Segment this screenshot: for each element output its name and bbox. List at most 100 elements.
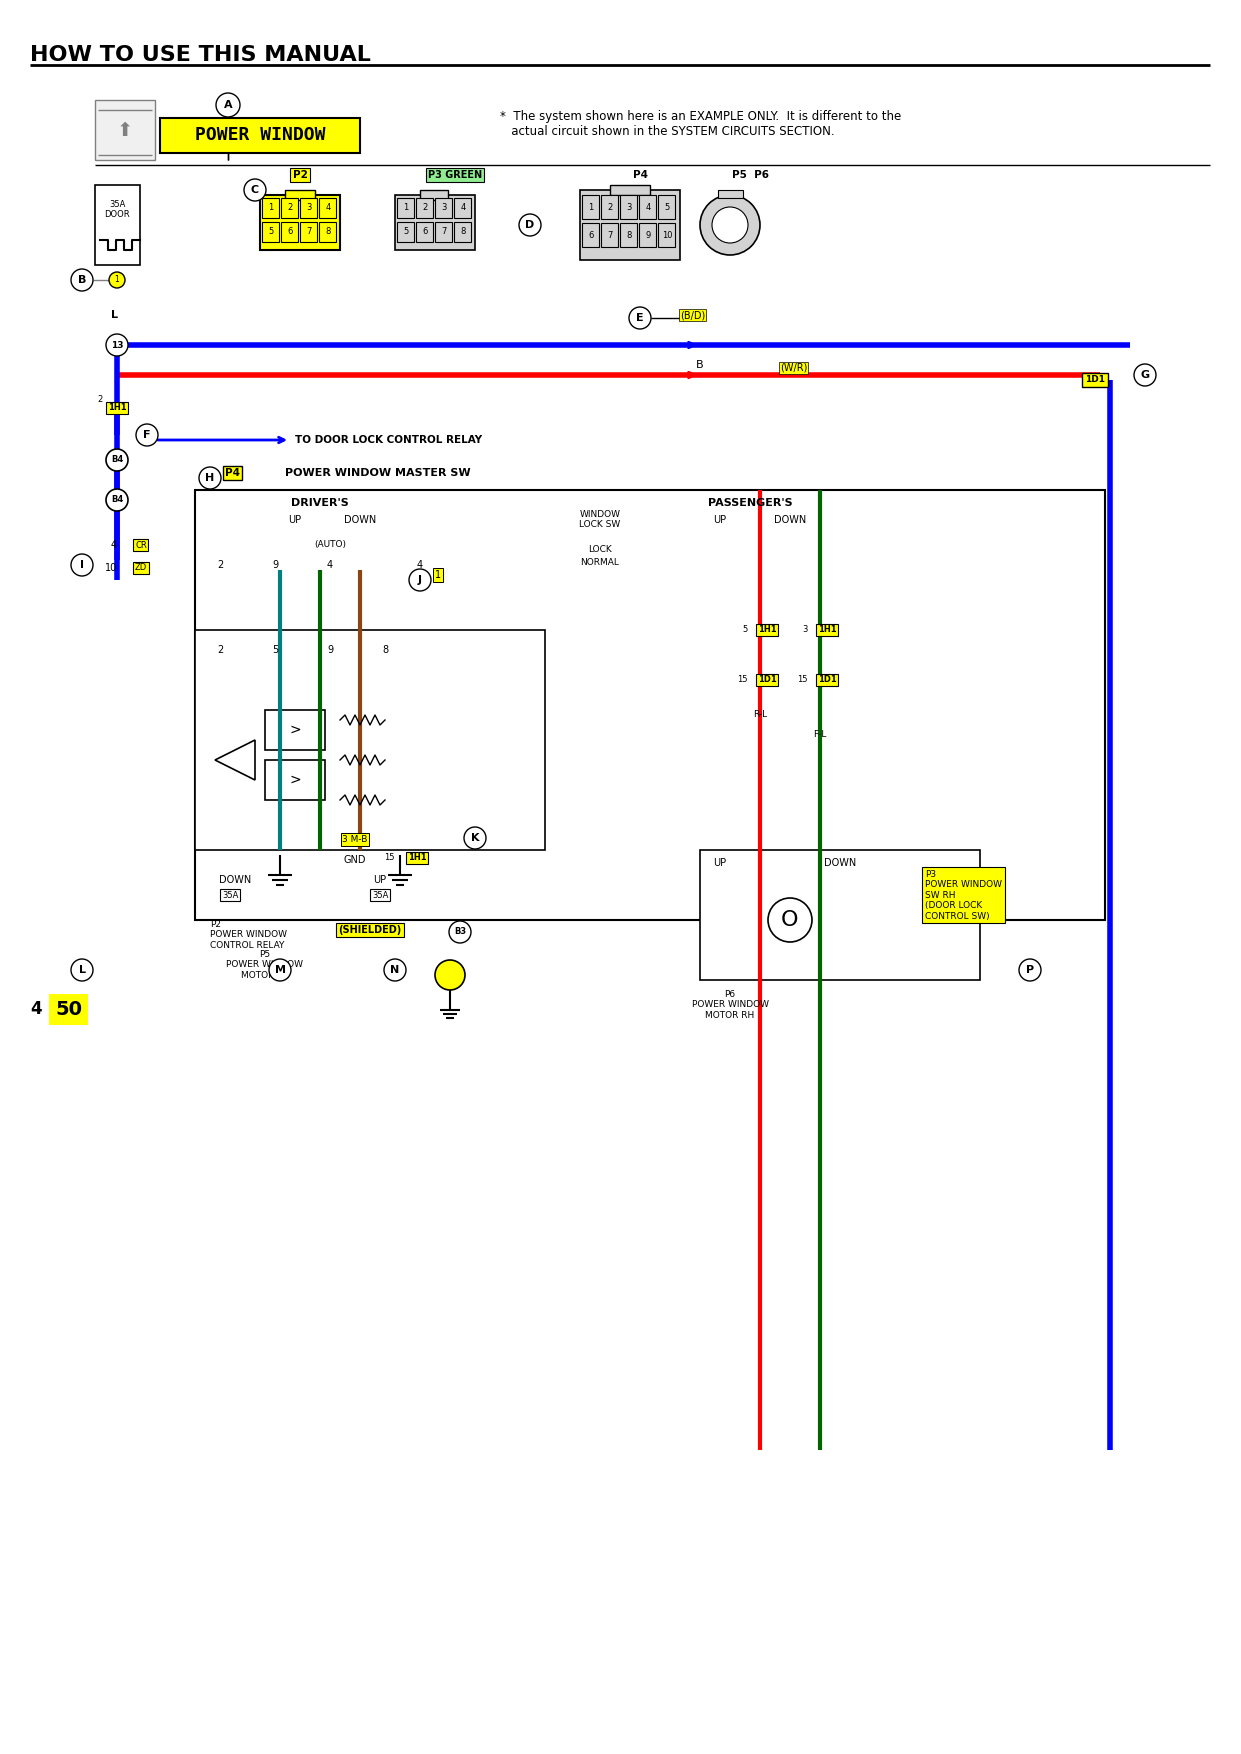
Text: 1H1: 1H1 <box>818 626 836 635</box>
Text: B4: B4 <box>110 456 123 465</box>
Bar <box>658 223 675 247</box>
Bar <box>300 223 316 242</box>
Text: O: O <box>782 910 799 930</box>
Text: UP: UP <box>374 875 386 886</box>
Bar <box>261 195 340 251</box>
Text: GND: GND <box>344 854 366 865</box>
Text: 1H1: 1H1 <box>108 403 127 412</box>
Text: M: M <box>274 965 285 975</box>
Text: DOOR: DOOR <box>104 210 130 219</box>
Circle shape <box>449 921 472 944</box>
Circle shape <box>1019 959 1041 980</box>
Text: DOWN: DOWN <box>344 516 376 524</box>
Circle shape <box>244 179 266 202</box>
Text: P2
POWER WINDOW
CONTROL RELAY: P2 POWER WINDOW CONTROL RELAY <box>210 921 287 951</box>
Circle shape <box>436 959 465 989</box>
Text: 1: 1 <box>403 203 408 212</box>
Text: HOW TO USE THIS MANUAL: HOW TO USE THIS MANUAL <box>30 46 371 65</box>
Bar <box>397 223 414 242</box>
Text: DRIVER'S: DRIVER'S <box>292 498 349 509</box>
Text: 1H1: 1H1 <box>408 854 427 863</box>
Circle shape <box>1134 365 1157 386</box>
Text: P3
POWER WINDOW
SW RH
(DOOR LOCK
CONTROL SW): P3 POWER WINDOW SW RH (DOOR LOCK CONTROL… <box>925 870 1001 921</box>
Text: UP: UP <box>714 858 726 868</box>
Circle shape <box>71 554 93 575</box>
Bar <box>280 223 298 242</box>
Circle shape <box>464 826 486 849</box>
Text: 50: 50 <box>55 1000 82 1019</box>
Text: 35A: 35A <box>372 891 388 900</box>
Text: 1D1: 1D1 <box>818 675 836 684</box>
Text: P3 GREEN: P3 GREEN <box>428 170 482 181</box>
Text: >: > <box>289 774 300 788</box>
Text: ZD: ZD <box>135 563 148 572</box>
Text: UP: UP <box>288 516 302 524</box>
Text: 5: 5 <box>268 228 273 237</box>
Text: R-L: R-L <box>753 710 767 719</box>
Text: 5: 5 <box>272 645 278 654</box>
Text: POWER WINDOW: POWER WINDOW <box>195 126 325 144</box>
Text: (B/D): (B/D) <box>680 310 705 319</box>
Text: 6: 6 <box>422 228 428 237</box>
Text: 4: 4 <box>30 1000 42 1017</box>
Bar <box>96 100 155 160</box>
Text: 3 M-B: 3 M-B <box>343 835 367 844</box>
Bar <box>266 710 325 751</box>
Circle shape <box>71 959 93 980</box>
Text: (W/R): (W/R) <box>781 363 808 374</box>
Text: B: B <box>696 360 704 370</box>
Bar <box>658 195 675 219</box>
Text: PASSENGER'S: PASSENGER'S <box>707 498 792 509</box>
Bar <box>620 195 637 219</box>
Text: P2: P2 <box>293 170 308 181</box>
Text: G: G <box>1140 370 1149 381</box>
Bar <box>280 198 298 217</box>
Text: 2: 2 <box>217 560 223 570</box>
Bar <box>397 198 414 217</box>
Text: L: L <box>112 310 118 319</box>
Bar <box>580 189 680 260</box>
Text: 8: 8 <box>382 645 388 654</box>
Text: 2: 2 <box>607 202 613 212</box>
Text: 6: 6 <box>588 230 593 240</box>
Text: >: > <box>289 723 300 737</box>
Circle shape <box>700 195 759 254</box>
Text: 13: 13 <box>110 340 123 349</box>
Text: P5  P6: P5 P6 <box>731 170 768 181</box>
Text: (AUTO): (AUTO) <box>314 540 346 549</box>
Text: 3: 3 <box>307 203 311 212</box>
Circle shape <box>105 489 128 510</box>
Bar <box>611 184 650 195</box>
Circle shape <box>105 449 128 472</box>
Text: 9: 9 <box>326 645 333 654</box>
Circle shape <box>137 424 158 446</box>
Text: 1: 1 <box>588 202 593 212</box>
Text: 2: 2 <box>422 203 428 212</box>
Text: DOWN: DOWN <box>774 516 807 524</box>
Text: 4: 4 <box>110 540 117 551</box>
Circle shape <box>629 307 652 330</box>
Text: WINDOW
LOCK SW: WINDOW LOCK SW <box>580 510 620 530</box>
Text: P4: P4 <box>633 170 648 181</box>
Circle shape <box>383 959 406 980</box>
Text: C: C <box>251 184 259 195</box>
Text: 1D1: 1D1 <box>1085 375 1104 384</box>
Text: 1H1: 1H1 <box>758 626 777 635</box>
Text: 15: 15 <box>385 854 395 863</box>
Circle shape <box>199 467 221 489</box>
Text: UP: UP <box>714 516 726 524</box>
Bar <box>639 223 656 247</box>
Bar <box>601 223 618 247</box>
Bar <box>700 851 980 980</box>
Text: F-L: F-L <box>813 730 827 738</box>
Text: ⬆: ⬆ <box>117 121 133 140</box>
Text: 3: 3 <box>627 202 632 212</box>
Bar <box>416 198 433 217</box>
Bar <box>416 223 433 242</box>
Text: 8: 8 <box>460 228 465 237</box>
Text: 4: 4 <box>417 560 423 570</box>
Text: L: L <box>78 965 86 975</box>
Text: H: H <box>205 474 215 482</box>
Text: DOWN: DOWN <box>824 858 856 868</box>
Text: 4: 4 <box>645 202 650 212</box>
